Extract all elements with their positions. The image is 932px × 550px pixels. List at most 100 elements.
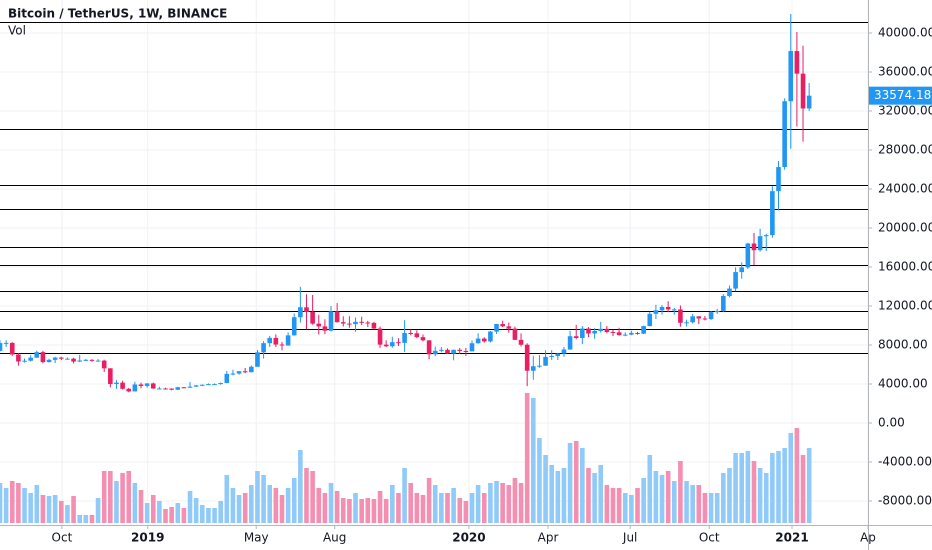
volume-bar: [776, 451, 781, 523]
volume-bar: [537, 438, 542, 523]
candle-body: [298, 307, 303, 318]
candle-body: [77, 360, 82, 362]
candle-body: [451, 349, 456, 354]
volume-bar: [89, 515, 95, 523]
candle-body: [561, 349, 567, 354]
volume-bar: [494, 481, 499, 523]
volume-bar: [543, 455, 548, 523]
volume-bar: [806, 448, 812, 523]
grid: [0, 0, 869, 525]
candle-body: [708, 312, 714, 319]
volume-bar: [169, 507, 174, 523]
volume-bar: [531, 398, 536, 523]
candle-body: [9, 342, 15, 355]
candle-body: [751, 243, 757, 251]
candle-body: [469, 343, 475, 352]
candle-body: [800, 73, 806, 109]
volume-bar: [28, 493, 33, 523]
candle-body: [475, 338, 481, 344]
volume-bar: [463, 501, 469, 523]
candle-body: [745, 243, 751, 268]
candle-body: [518, 339, 524, 345]
candle-body: [169, 388, 174, 390]
volume-bar: [34, 485, 40, 523]
candle-body: [770, 191, 775, 236]
volume-bar: [150, 495, 156, 523]
volume-bar: [340, 498, 346, 523]
volume-bar: [800, 455, 806, 523]
volume-bar: [604, 485, 610, 523]
candle-body: [212, 384, 217, 386]
x-tick-label: Ap: [860, 531, 876, 545]
candle-body: [794, 51, 800, 74]
volume-bar: [500, 483, 505, 523]
candle-body: [432, 350, 438, 355]
volume-bar: [236, 495, 242, 523]
volume-bar: [261, 475, 266, 523]
y-tick-label: 36000.00: [878, 65, 932, 79]
volume-bar: [727, 468, 732, 523]
volume-bar: [267, 485, 273, 523]
x-tick-label: Apr: [538, 531, 559, 545]
volume-bar: [641, 478, 646, 523]
candle-body: [3, 342, 9, 344]
candle-body: [242, 371, 248, 373]
candle-body: [181, 387, 187, 389]
volume-bar: [481, 493, 487, 523]
volume-label: Vol: [8, 24, 26, 38]
candle-body: [353, 321, 358, 325]
volume-bar: [322, 493, 328, 523]
candle-body: [52, 357, 58, 360]
candle-body: [690, 316, 695, 323]
volume-bar: [518, 483, 524, 523]
volume-bar: [457, 498, 463, 523]
x-tick-label: Oct: [52, 531, 73, 545]
candle-body: [40, 352, 46, 363]
volume-bar: [659, 475, 665, 523]
volume-bar: [279, 495, 285, 523]
volume-bar: [580, 448, 585, 523]
candle-body: [28, 357, 33, 361]
candle-body: [285, 335, 291, 346]
volume-bar: [328, 483, 334, 523]
candle-body: [598, 328, 604, 331]
candle-body: [776, 167, 781, 192]
candle-body: [46, 359, 52, 363]
candle-body: [371, 322, 377, 329]
candle-body: [420, 337, 426, 341]
volume-bar: [690, 485, 695, 523]
candle-body: [316, 323, 322, 327]
candle-body: [659, 306, 665, 311]
candle-body: [334, 311, 340, 323]
volume-bar: [175, 503, 181, 523]
volume-bar: [298, 450, 303, 523]
candle-body: [65, 358, 70, 360]
candle-body: [230, 373, 236, 375]
volume-bar: [353, 493, 358, 523]
candle-body: [586, 328, 591, 334]
volume-bar: [561, 468, 567, 523]
volume-bar: [249, 485, 254, 523]
horizontal-lines: [0, 22, 868, 354]
candle-body: [71, 358, 76, 362]
candle-body: [310, 311, 315, 324]
candle-body: [377, 328, 383, 345]
candle-body: [702, 318, 708, 320]
candle-body: [806, 95, 812, 109]
candle-body: [439, 349, 444, 351]
volume-bar: [721, 473, 726, 523]
volume-bar: [46, 496, 52, 523]
candle-body: [573, 336, 579, 338]
candle-body: [506, 326, 512, 329]
volume-bar: [739, 453, 745, 523]
y-tick-label: 20000.00: [878, 221, 932, 235]
candle-body: [120, 382, 125, 389]
volume-bar: [0, 483, 3, 523]
candle-body: [163, 388, 168, 390]
x-tick-label: 2019: [131, 531, 164, 545]
y-tick-label: 16000.00: [878, 260, 932, 274]
candle-body: [218, 383, 223, 385]
volume-bar: [371, 499, 377, 523]
volume-bar: [714, 493, 720, 523]
volume-bar: [359, 499, 364, 523]
